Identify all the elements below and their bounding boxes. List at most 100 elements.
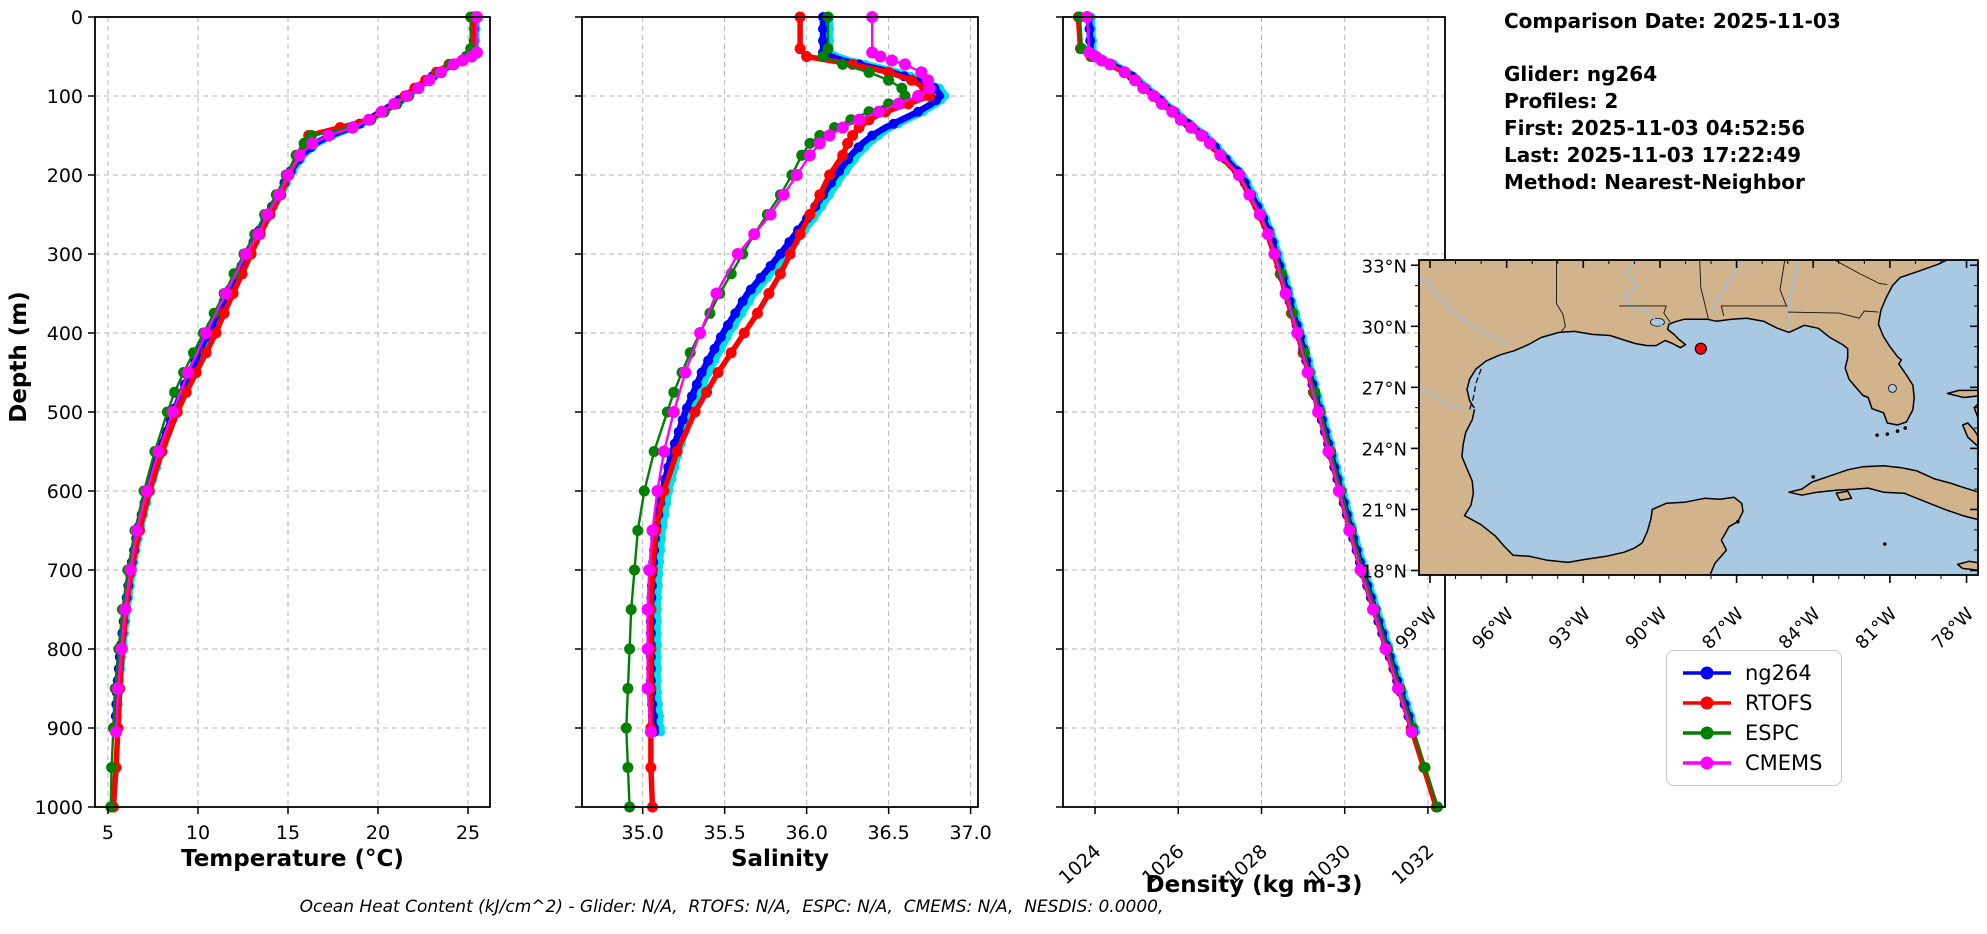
islet-speck [1895,429,1900,433]
map-land-jamaica [1956,560,1978,571]
legend-item-RTOFS: RTOFS [1681,691,1823,715]
river-line [1623,260,1666,329]
svg-text:20: 20 [366,822,390,844]
islet-speck [1903,426,1908,430]
map-frame [1418,259,1979,576]
legend-label: RTOFS [1745,691,1813,715]
map-lon-label: 96°W [1468,604,1518,654]
map-lon-label: 78°W [1928,604,1978,654]
svg-text:800: 800 [47,639,83,661]
map-lat-label: 24°N [1362,439,1407,460]
method-text: Method: Nearest-Neighbor [1504,170,1805,194]
legend-line-marker-icon [1683,696,1731,710]
legend-label: CMEMS [1745,751,1823,775]
svg-text:36.0: 36.0 [785,822,827,844]
salinity-axis-label: Salinity [731,846,829,872]
map-lon-label: 81°W [1851,604,1901,654]
svg-text:1000: 1000 [35,797,83,819]
svg-text:200: 200 [47,165,83,187]
svg-text:500: 500 [47,402,83,424]
first-profile-time-text: First: 2025-11-03 04:52:56 [1504,116,1806,140]
svg-text:37.0: 37.0 [949,822,991,844]
legend-line-marker-icon [1683,756,1731,770]
map-lat-label: 27°N [1362,378,1407,399]
map-lat-label: 33°N [1362,256,1407,277]
svg-text:1024: 1024 [1055,840,1106,889]
state-border-line [1833,260,1888,286]
map-land-bahamas [1961,422,1978,447]
svg-text:5: 5 [102,822,114,844]
svg-text:10: 10 [186,822,210,844]
legend-line-marker-icon [1683,666,1731,680]
series-CMEMS [110,11,483,738]
model-legend: ng264 RTOFS ESPC CMEMS [1666,650,1842,786]
islet-speck [1811,475,1816,479]
state-border-line [1787,310,1879,319]
islet-speck [1875,433,1879,437]
temperature-chart: 5 10 15 20 25 0 100 200 300 400 500 600 700 800 900 100… [6,7,491,872]
map-lon-label: 87°W [1698,604,1748,654]
legend-item-CMEMS: CMEMS [1681,751,1823,775]
svg-text:600: 600 [47,481,83,503]
legend-line-marker-icon [1683,726,1731,740]
info-panel: Comparison Date: 2025-11-03 Glider: ng26… [1504,8,1841,196]
islet-speck [1736,519,1740,524]
glider-name-text: Glider: ng264 [1504,62,1658,86]
svg-text:400: 400 [47,323,83,345]
state-border-line [1779,260,1787,307]
gulf-of-mexico-map: 33°N 30°N 27°N 24°N 21°N 18°N 99°W 96°W 93°W 90°W… [1362,256,1979,654]
islet-speck [1882,542,1887,546]
series-ng264-profile2 [112,12,481,737]
salinity-chart: 35.0 35.5 36.0 36.5 37.0 Salinity [575,11,992,872]
glider-position-marker [1694,342,1707,355]
density-axis-label: Density (kg m-3) [1146,872,1363,898]
ocean-heat-content-footer: Ocean Heat Content (kJ/cm^2) - Glider: N… [299,897,1164,917]
river-line [1419,274,1513,346]
map-lat-label: 21°N [1362,500,1407,521]
state-border-line [1720,305,1788,317]
svg-text:1032: 1032 [1388,840,1439,889]
svg-text:700: 700 [47,560,83,582]
map-lon-label: 84°W [1775,604,1825,654]
islet-speck [1885,432,1890,436]
temperature-axis-label: Temperature (°C) [181,846,404,872]
map-lon-label: 90°W [1621,604,1671,654]
svg-text:25: 25 [456,822,480,844]
legend-item-ng264: ng264 [1681,661,1823,685]
map-lon-label: 93°W [1545,604,1595,654]
svg-text:35.5: 35.5 [704,822,746,844]
map-land-cuba [1788,464,1978,521]
info-spacer [1504,35,1841,61]
state-border-line [1556,260,1566,332]
series-ng264 [110,12,480,737]
legend-item-ESPC: ESPC [1681,721,1823,745]
svg-text:900: 900 [47,718,83,740]
svg-text:300: 300 [47,244,83,266]
map-lat-label: 30°N [1362,317,1407,338]
map-land-mainland [1419,260,1949,575]
series-ng264 [1083,12,1419,737]
legend-label: ng264 [1745,661,1812,685]
map-land-bahamas [1946,389,1978,399]
barrier-island-line [1469,368,1482,410]
svg-text:100: 100 [47,86,83,108]
map-lat-label: 18°N [1362,562,1407,583]
series-CMEMS [1081,11,1418,738]
last-profile-time-text: Last: 2025-11-03 17:22:49 [1504,143,1802,167]
map-lon-label: 99°W [1392,604,1442,654]
series-CMEMS [641,11,936,738]
svg-text:15: 15 [276,822,300,844]
comparison-date-text: Comparison Date: 2025-11-03 [1504,9,1841,33]
series-ng264-profile2 [1086,12,1421,737]
map-land-island [1835,490,1853,502]
svg-text:36.5: 36.5 [867,822,909,844]
state-border-line [1699,260,1709,320]
legend-label: ESPC [1745,721,1799,745]
depth-axis-label: Depth (m) [6,291,32,423]
river-line [1419,386,1477,410]
lake-okeechobee [1888,383,1897,393]
river-line [1712,260,1742,313]
profiles-count-text: Profiles: 2 [1504,89,1619,113]
